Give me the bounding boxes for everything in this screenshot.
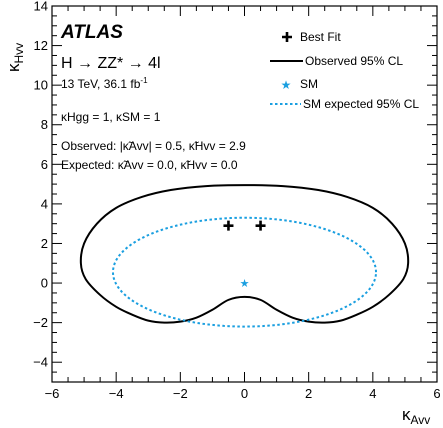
y-tick-label: 0 xyxy=(41,276,48,291)
star-icon: ★ xyxy=(281,78,292,92)
x-tick-label: 6 xyxy=(433,386,440,401)
y-tick-label: 2 xyxy=(41,236,48,251)
process-label: H → ZZ* → 4l xyxy=(61,55,161,72)
y-axis-label-main: κ xyxy=(4,63,23,72)
x-tick-label: −2 xyxy=(173,386,188,401)
y-tick-label: −2 xyxy=(33,315,48,330)
observed-contour xyxy=(79,184,410,324)
expected-label: Expected: κ̃Avv = 0.0, κ̃Hvv = 0.0 xyxy=(61,158,238,172)
x-tick-label: 0 xyxy=(241,386,248,401)
energy-lumi-main: 13 TeV, 36.1 fb xyxy=(61,77,141,91)
best-fit-marker xyxy=(255,220,266,231)
legend-label-sm-expected: SM expected 95% CL xyxy=(303,97,419,111)
x-axis-label: κAvv xyxy=(402,405,430,427)
sm-marker: ★ xyxy=(240,277,250,290)
energy-lumi-sup: -1 xyxy=(140,76,148,85)
axis-ticks: −6 −4 −2 0 2 4 6 −4 −2 0 2 4 6 8 10 12 14 xyxy=(33,0,440,401)
y-tick-label: 8 xyxy=(41,117,48,132)
energy-lumi-label: 13 TeV, 36.1 fb-1 xyxy=(61,76,148,91)
y-axis-label-sub: Hvv xyxy=(12,43,26,64)
legend-label-best-fit: Best Fit xyxy=(300,30,341,44)
sm-expected-contour xyxy=(111,216,378,328)
contour-layer xyxy=(79,184,410,328)
x-tick-label: −6 xyxy=(45,386,60,401)
legend-item-sm-expected: SM expected 95% CL xyxy=(270,97,419,111)
x-tick-label: 2 xyxy=(305,386,312,401)
legend-item-observed: Observed 95% CL xyxy=(270,54,403,68)
legend-item-best-fit: Best Fit xyxy=(282,30,341,44)
fixed-params-label: κHgg = 1, κSM = 1 xyxy=(61,110,161,124)
y-tick-label: 4 xyxy=(41,196,48,211)
y-tick-label: 12 xyxy=(34,38,48,53)
legend-label-observed: Observed 95% CL xyxy=(305,54,403,68)
x-axis-label-main: κ xyxy=(402,405,411,424)
plus-icon xyxy=(282,32,292,42)
experiment-label: ATLAS xyxy=(60,22,123,43)
x-tick-label: 4 xyxy=(369,386,376,401)
y-tick-label: 10 xyxy=(34,78,48,93)
y-axis-label: κHvv xyxy=(4,43,26,72)
y-tick-label: 14 xyxy=(34,0,48,14)
y-tick-label: −4 xyxy=(33,355,48,370)
x-axis-label-sub: Avv xyxy=(411,413,431,427)
legend: Best Fit Observed 95% CL ★ SM SM expecte… xyxy=(270,30,419,111)
marker-layer: ★ xyxy=(223,220,266,290)
best-fit-marker xyxy=(223,220,234,231)
x-tick-label: −4 xyxy=(109,386,124,401)
legend-item-sm: ★ SM xyxy=(281,77,318,92)
y-tick-label: 6 xyxy=(41,157,48,172)
legend-label-sm: SM xyxy=(300,77,318,91)
observed-label: Observed: |κ̃Avv| = 0.5, κ̃Hvv = 2.9 xyxy=(61,139,246,153)
